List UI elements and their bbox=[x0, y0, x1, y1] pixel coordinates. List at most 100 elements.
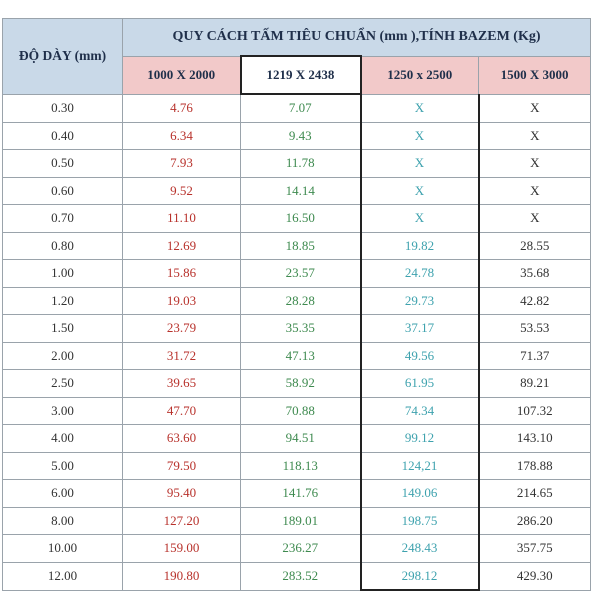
weight-cell: 124,21 bbox=[359, 451, 480, 480]
data-row: 2.50 39.65 58.92 61.95 89.21 bbox=[2, 369, 592, 398]
size-header: 1250 x 2500 bbox=[360, 55, 479, 95]
table-head: ĐỘ DÀY (mm) QUY CÁCH TẤM TIÊU CHUẨN (mm … bbox=[2, 18, 592, 95]
weight-cell: X bbox=[359, 149, 480, 178]
thickness-cell: 1.50 bbox=[2, 314, 123, 343]
weight-cell: 49.56 bbox=[359, 341, 480, 370]
weight-cell: 47.70 bbox=[122, 396, 241, 425]
weight-cell: 47.13 bbox=[240, 341, 361, 370]
weight-cell: X bbox=[359, 176, 480, 205]
thickness-cell: 0.70 bbox=[2, 204, 123, 233]
table-body: 0.30 4.76 7.07 X X 0.40 6.34 9.43 X X 0.50 7.93 11.7… bbox=[2, 93, 592, 591]
weight-cell: X bbox=[359, 204, 480, 233]
weight-cell: 53.53 bbox=[477, 314, 592, 343]
weight-cell: X bbox=[477, 93, 592, 123]
weight-cell: 7.07 bbox=[240, 93, 361, 123]
weight-cell: 16.50 bbox=[240, 204, 361, 233]
thickness-cell: 0.40 bbox=[2, 121, 123, 150]
weight-cell: 286.20 bbox=[477, 506, 592, 535]
weight-cell: 248.43 bbox=[359, 534, 480, 563]
weight-cell: X bbox=[359, 93, 480, 123]
weight-cell: 149.06 bbox=[359, 479, 480, 508]
weight-cell: 198.75 bbox=[359, 506, 480, 535]
weight-cell: 94.51 bbox=[240, 424, 361, 453]
data-row: 4.00 63.60 94.51 99.12 143.10 bbox=[2, 424, 592, 453]
data-row: 10.00 159.00 236.27 248.43 357.75 bbox=[2, 534, 592, 563]
weight-cell: 99.12 bbox=[359, 424, 480, 453]
weight-cell: 11.78 bbox=[240, 149, 361, 178]
thickness-cell: 12.00 bbox=[2, 561, 123, 591]
weight-cell: 357.75 bbox=[477, 534, 592, 563]
weight-cell: 29.73 bbox=[359, 286, 480, 315]
weight-cell: 28.28 bbox=[240, 286, 361, 315]
weight-cell: X bbox=[477, 176, 592, 205]
thickness-cell: 10.00 bbox=[2, 534, 123, 563]
thickness-cell: 0.50 bbox=[2, 149, 123, 178]
weight-cell: 28.55 bbox=[477, 231, 592, 260]
data-row: 0.30 4.76 7.07 X X bbox=[2, 93, 592, 123]
weight-cell: 61.95 bbox=[359, 369, 480, 398]
weight-cell: 24.78 bbox=[359, 259, 480, 288]
thickness-cell: 2.50 bbox=[2, 369, 123, 398]
weight-cell: 19.03 bbox=[122, 286, 241, 315]
weight-cell: 23.79 bbox=[122, 314, 241, 343]
weight-cell: 95.40 bbox=[122, 479, 241, 508]
weight-cell: 63.60 bbox=[122, 424, 241, 453]
data-row: 1.00 15.86 23.57 24.78 35.68 bbox=[2, 259, 592, 288]
weight-cell: 35.35 bbox=[240, 314, 361, 343]
data-row: 0.60 9.52 14.14 X X bbox=[2, 176, 592, 205]
weight-cell: 214.65 bbox=[477, 479, 592, 508]
thickness-cell: 0.30 bbox=[2, 93, 123, 123]
weight-cell: X bbox=[477, 204, 592, 233]
size-header: 1500 X 3000 bbox=[477, 55, 592, 95]
weight-cell: 236.27 bbox=[240, 534, 361, 563]
thickness-cell: 3.00 bbox=[2, 396, 123, 425]
thickness-cell: 1.00 bbox=[2, 259, 123, 288]
data-row: 1.20 19.03 28.28 29.73 42.82 bbox=[2, 286, 592, 315]
weight-cell: 39.65 bbox=[122, 369, 241, 398]
thickness-cell: 5.00 bbox=[2, 451, 123, 480]
weight-cell: 107.32 bbox=[477, 396, 592, 425]
thickness-cell: 2.00 bbox=[2, 341, 123, 370]
weight-cell: 18.85 bbox=[240, 231, 361, 260]
table-wrapper: ĐỘ DÀY (mm) QUY CÁCH TẤM TIÊU CHUẨN (mm … bbox=[2, 18, 592, 591]
data-row: 2.00 31.72 47.13 49.56 71.37 bbox=[2, 341, 592, 370]
data-row: 12.00 190.80 283.52 298.12 429.30 bbox=[2, 561, 592, 591]
weight-cell: 19.82 bbox=[359, 231, 480, 260]
thickness-cell: 0.80 bbox=[2, 231, 123, 260]
size-header: 1000 X 2000 bbox=[122, 55, 241, 95]
weight-cell: 12.69 bbox=[122, 231, 241, 260]
weight-cell: 190.80 bbox=[122, 561, 241, 591]
weight-cell: 429.30 bbox=[477, 561, 592, 591]
header-row: ĐỘ DÀY (mm) QUY CÁCH TẤM TIÊU CHUẨN (mm … bbox=[2, 18, 592, 95]
thickness-cell: 6.00 bbox=[2, 479, 123, 508]
thickness-cell: 1.20 bbox=[2, 286, 123, 315]
weight-cell: 283.52 bbox=[240, 561, 361, 591]
weight-cell: 35.68 bbox=[477, 259, 592, 288]
data-row: 0.80 12.69 18.85 19.82 28.55 bbox=[2, 231, 592, 260]
weight-cell: 89.21 bbox=[477, 369, 592, 398]
weight-cell: 298.12 bbox=[359, 561, 480, 591]
weight-cell: 23.57 bbox=[240, 259, 361, 288]
weight-cell: 118.13 bbox=[240, 451, 361, 480]
weight-cell: 159.00 bbox=[122, 534, 241, 563]
data-row: 8.00 127.20 189.01 198.75 286.20 bbox=[2, 506, 592, 535]
weight-cell: X bbox=[477, 121, 592, 150]
weight-cell: 14.14 bbox=[240, 176, 361, 205]
weight-cell: 15.86 bbox=[122, 259, 241, 288]
data-row: 0.70 11.10 16.50 X X bbox=[2, 204, 592, 233]
weight-cell: 143.10 bbox=[477, 424, 592, 453]
size-header: 1219 X 2438 bbox=[239, 55, 362, 95]
data-row: 3.00 47.70 70.88 74.34 107.32 bbox=[2, 396, 592, 425]
weight-cell: 4.76 bbox=[122, 93, 241, 123]
data-row: 6.00 95.40 141.76 149.06 214.65 bbox=[2, 479, 592, 508]
weight-cell: 70.88 bbox=[240, 396, 361, 425]
weight-cell: 79.50 bbox=[122, 451, 241, 480]
weight-cell: 189.01 bbox=[240, 506, 361, 535]
weight-cell: 127.20 bbox=[122, 506, 241, 535]
thickness-cell: 4.00 bbox=[2, 424, 123, 453]
weight-cell: 9.52 bbox=[122, 176, 241, 205]
weight-cell: 37.17 bbox=[359, 314, 480, 343]
thickness-cell: 8.00 bbox=[2, 506, 123, 535]
weight-cell: 7.93 bbox=[122, 149, 241, 178]
